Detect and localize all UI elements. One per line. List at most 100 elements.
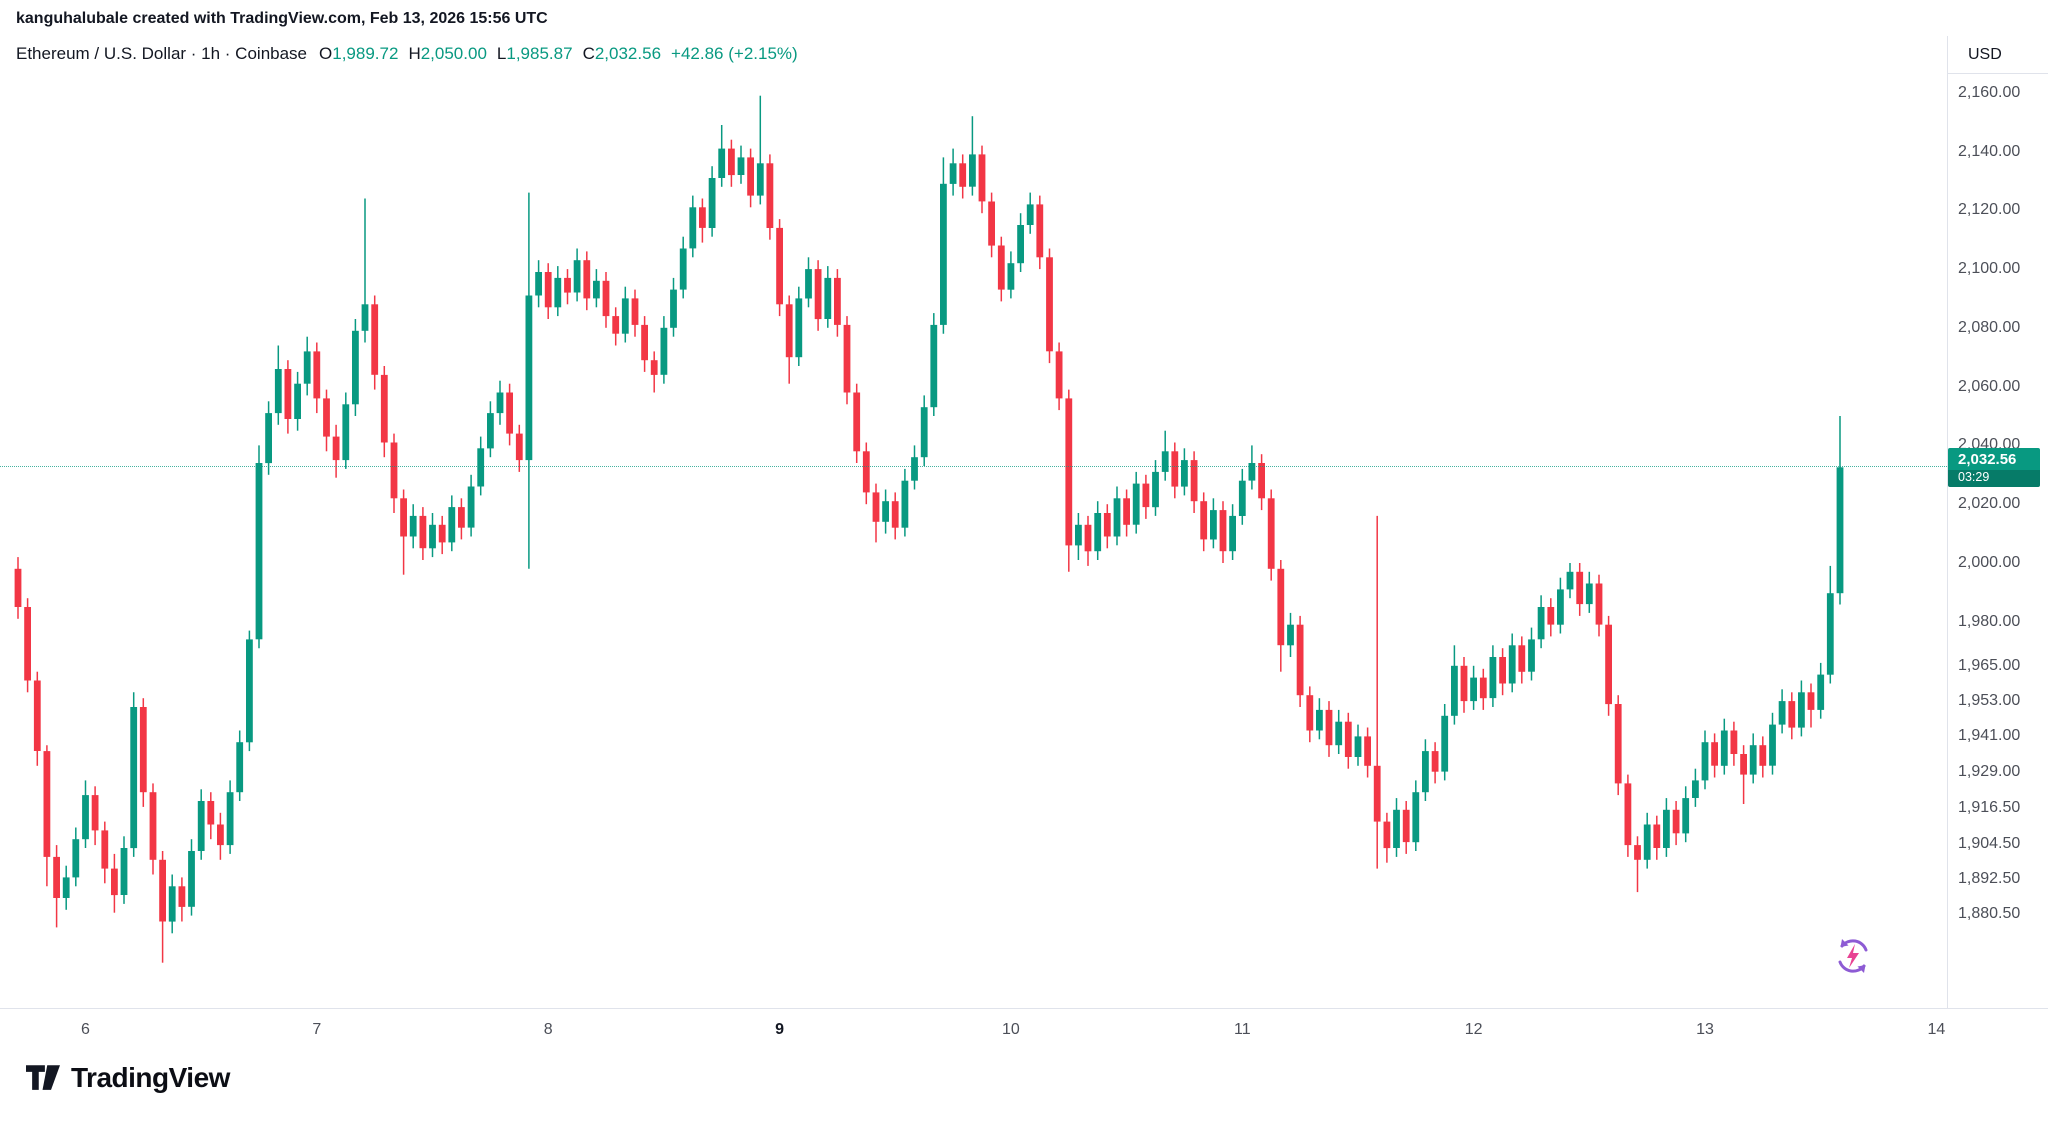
time-tick-label: 11	[1233, 1021, 1251, 1038]
candle	[602, 272, 610, 328]
candle	[1826, 565, 1834, 684]
low-label: L	[496, 44, 507, 63]
candle	[621, 286, 629, 343]
candle	[1084, 515, 1092, 566]
candle	[949, 148, 957, 196]
candle	[843, 316, 851, 405]
candle	[1566, 563, 1574, 599]
candle	[737, 145, 745, 184]
candle	[1402, 801, 1410, 854]
candle	[708, 166, 716, 237]
candle	[1798, 680, 1805, 737]
candle	[352, 319, 359, 416]
candle	[805, 257, 812, 308]
candle	[1749, 733, 1757, 784]
candle	[332, 424, 340, 478]
candle	[438, 515, 446, 555]
candle	[1229, 504, 1236, 560]
candle	[1807, 683, 1815, 728]
candle	[593, 269, 600, 308]
candle	[1489, 645, 1497, 707]
candle	[294, 371, 301, 431]
candle	[1470, 665, 1477, 710]
candle	[1412, 780, 1420, 851]
candle	[853, 383, 861, 463]
candle	[872, 483, 880, 543]
last-price-badge: 2,032.56 03:29	[1948, 448, 2040, 487]
open-value: 1,989.72	[332, 44, 399, 63]
candle	[236, 730, 244, 801]
time-tick-label: 14	[1927, 1021, 1946, 1038]
candle	[1576, 563, 1584, 616]
high-label: H	[408, 44, 421, 63]
candle	[24, 598, 31, 693]
price-axis-unit: USD	[1948, 36, 2048, 74]
time-axis[interactable]: 6 7 8 9 10 11 12 13 14	[0, 1008, 2048, 1121]
candle	[448, 495, 456, 552]
candle	[323, 389, 330, 452]
candle	[997, 236, 1005, 302]
candle	[1547, 598, 1555, 637]
candle	[988, 192, 995, 258]
candle	[62, 865, 70, 910]
change-value: +42.86 (+2.15%)	[671, 44, 798, 63]
candle	[313, 342, 321, 414]
candle	[1238, 468, 1246, 525]
candle	[1393, 798, 1400, 857]
candle	[380, 366, 388, 458]
candle	[419, 507, 427, 560]
candle	[265, 401, 272, 475]
candle	[891, 492, 899, 540]
candle	[1653, 815, 1661, 860]
candle	[1277, 560, 1285, 672]
candle	[1132, 471, 1140, 534]
candle	[1373, 515, 1381, 869]
candle	[207, 792, 215, 840]
candle	[1142, 474, 1150, 519]
candle	[1720, 718, 1728, 775]
candle	[1788, 692, 1796, 740]
candle	[390, 433, 398, 513]
candle	[1200, 492, 1208, 552]
time-tick-label: 8	[543, 1021, 553, 1038]
candle	[1605, 615, 1612, 716]
candle	[564, 269, 571, 305]
tradingview-logo-icon	[26, 1064, 60, 1092]
candle	[303, 336, 311, 396]
candle	[834, 269, 841, 337]
candle	[458, 498, 465, 540]
candle	[361, 198, 369, 343]
candle	[1161, 430, 1169, 481]
candle	[1518, 636, 1526, 684]
candle	[1441, 704, 1449, 781]
candle	[255, 445, 263, 649]
candle	[1267, 489, 1275, 581]
candle	[1643, 812, 1651, 869]
candle	[1682, 786, 1690, 843]
candle	[1778, 689, 1786, 734]
high-value: 2,050.00	[420, 44, 487, 63]
symbol-title[interactable]: Ethereum / U.S. Dollar · 1h · Coinbase	[16, 44, 308, 63]
candle	[689, 195, 697, 258]
candle	[583, 251, 591, 311]
time-tick-label: 12	[1464, 1021, 1483, 1038]
ohlc-high: H2,050.00	[408, 44, 486, 64]
ohlc-values: O1,989.72 H2,050.00 L1,985.87 C2,032.56 …	[319, 44, 798, 64]
candle	[1431, 742, 1439, 784]
close-label: C	[582, 44, 595, 63]
candle	[1634, 836, 1641, 893]
candle	[400, 489, 407, 575]
tradingview-logo[interactable]: TradingView	[26, 1062, 230, 1094]
candle	[197, 789, 205, 860]
candle	[1701, 730, 1709, 790]
candle	[43, 745, 51, 887]
ohlc-open: O1,989.72	[319, 44, 398, 64]
candle	[1306, 686, 1314, 743]
candle	[641, 316, 648, 372]
candle	[1316, 698, 1323, 740]
candle	[1171, 442, 1179, 499]
low-value: 1,985.87	[506, 44, 573, 63]
candle	[525, 192, 533, 569]
